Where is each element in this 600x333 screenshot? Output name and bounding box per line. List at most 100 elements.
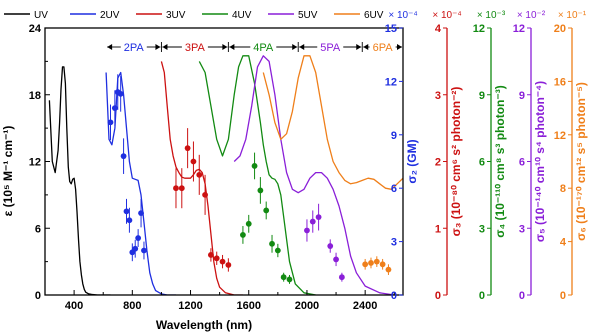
right-tick-label: 9: [519, 90, 525, 102]
right-tick-label: 15: [385, 23, 397, 35]
right-axis-multiplier: × 10⁻¹: [558, 10, 587, 21]
data-point: [263, 207, 270, 214]
series-line-uv: [48, 66, 111, 295]
right-axis-σ6: 0 4 8 12 16 20 × 10⁻¹ σ₆ (10⁻¹⁷⁰ cm¹² s⁵ photon…: [554, 10, 588, 302]
right-axis-multiplier: × 10⁻³: [477, 10, 506, 21]
legend: UV 2UV 3UV 4UV 5UV 6UV: [4, 10, 384, 21]
data-point: [213, 255, 220, 262]
y-tick-label: 0: [35, 290, 41, 302]
data-point: [240, 232, 246, 238]
band-arrows: 2PA 3PA 4PA 5PA 6PA: [107, 42, 402, 54]
legend-label: UV: [34, 10, 48, 21]
x-axis: 400 800 1200 1600 2000 2400: [44, 290, 395, 312]
legend-label: 6UV: [364, 10, 384, 21]
data-point: [219, 258, 226, 265]
right-tick-label: 8: [560, 183, 566, 195]
right-axis-label: σ₂ (GM): [405, 139, 419, 183]
cross-section-points: [107, 74, 392, 284]
data-point: [385, 266, 392, 273]
right-tick-label: 6: [391, 183, 397, 195]
legend-label: 4UV: [232, 10, 252, 21]
y-axis: 0 6 12 18 24: [29, 23, 50, 302]
x-tick-label: 1600: [236, 300, 260, 312]
right-axis-σ5: 0 3 6 9 12 × 10⁻² σ₅ (10⁻¹⁴⁰ cm¹⁰ s⁴ photon⁻⁴): [513, 10, 547, 302]
data-point: [251, 163, 258, 169]
right-tick-label: 0: [391, 290, 397, 302]
y-tick-label: 24: [29, 23, 42, 35]
x-tick-label: 2400: [353, 300, 377, 312]
right-tick-label: 6: [519, 157, 525, 169]
right-tick-label: 12: [473, 23, 485, 35]
band-arrowhead: [229, 44, 235, 50]
y-tick-label: 6: [35, 223, 41, 235]
plot-border: [44, 27, 404, 296]
right-axis-label: σ₅ (10⁻¹⁴⁰ cm¹⁰ s⁴ photon⁻⁴): [533, 81, 547, 242]
data-point: [245, 220, 252, 227]
data-point: [315, 214, 322, 221]
data-point: [333, 256, 339, 263]
right-axis-label: σ₄ (10⁻¹¹⁰ cm⁸ s³ photon⁻³): [493, 85, 507, 237]
data-point: [138, 210, 144, 217]
right-axis-multiplier: × 10⁻²: [517, 10, 546, 21]
right-tick-label: 12: [385, 76, 397, 88]
right-axis-σ4: 0 3 6 9 12 × 10⁻³ σ₄ (10⁻¹¹⁰ cm⁸ s³ photon⁻³): [473, 10, 507, 302]
series-line-2uv: [105, 71, 176, 295]
right-tick-label: 12: [554, 130, 566, 142]
band-label-5pa: 5PA: [320, 42, 341, 54]
right-tick-label: 4: [560, 237, 567, 249]
band-label-4pa: 4PA: [253, 42, 274, 54]
data-point: [132, 245, 139, 252]
right-tick-label: 16: [554, 76, 566, 88]
legend-label: 2UV: [100, 10, 120, 21]
right-tick-label: 0: [560, 290, 566, 302]
right-tick-label: 20: [554, 23, 566, 35]
right-tick-label: 0: [479, 290, 485, 302]
data-point: [196, 171, 203, 178]
band-label-3pa: 3PA: [185, 42, 206, 54]
right-tick-label: 0: [435, 290, 441, 302]
data-point: [208, 252, 214, 258]
right-tick-label: 6: [479, 157, 485, 169]
right-axis-multiplier: × 10⁻⁴: [388, 10, 417, 21]
right-axis-multiplier: × 10⁻⁴: [432, 10, 461, 21]
data-point: [190, 158, 197, 165]
data-point: [141, 247, 147, 254]
y-axis-label: ε (10⁵ M⁻¹ cm⁻¹): [1, 126, 15, 217]
right-tick-label: 3: [519, 223, 525, 235]
series-line-6uv: [262, 55, 403, 190]
band-label-2pa: 2PA: [124, 42, 145, 54]
series-line-3uv: [160, 61, 243, 295]
data-point: [107, 119, 114, 126]
data-point: [111, 105, 118, 111]
right-tick-label: 0: [519, 290, 525, 302]
band-arrowhead: [155, 44, 161, 50]
data-point: [184, 145, 191, 152]
right-tick-label: 12: [513, 23, 525, 35]
right-axis-label: σ₃ (10⁻⁸⁰ cm⁶ s² photon⁻²): [449, 87, 463, 237]
legend-item-2uv: 2UV: [70, 10, 120, 21]
data-point: [362, 261, 369, 268]
y-tick-label: 18: [29, 90, 41, 102]
right-tick-label: 2: [435, 157, 441, 169]
right-axis-σ2: 0 3 6 9 12 15 × 10⁻⁴ σ₂ (GM): [385, 10, 419, 302]
band-arrowhead: [222, 44, 228, 50]
series-line-5uv: [233, 55, 395, 295]
right-tick-label: 1: [435, 223, 441, 235]
data-point: [309, 218, 316, 225]
data-point: [123, 208, 130, 215]
right-tick-label: 4: [435, 23, 442, 35]
band-label-6pa: 6PA: [373, 42, 394, 54]
right-tick-label: 3: [435, 90, 441, 102]
data-point: [368, 260, 374, 266]
legend-item-4uv: 4UV: [202, 10, 252, 21]
data-point: [126, 217, 133, 224]
data-point: [257, 187, 264, 194]
right-tick-label: 9: [479, 90, 485, 102]
legend-item-6uv: 6UV: [334, 10, 384, 21]
band-arrowhead: [299, 44, 305, 50]
data-point: [173, 185, 179, 192]
right-tick-label: 3: [479, 223, 485, 235]
data-point: [225, 262, 232, 268]
